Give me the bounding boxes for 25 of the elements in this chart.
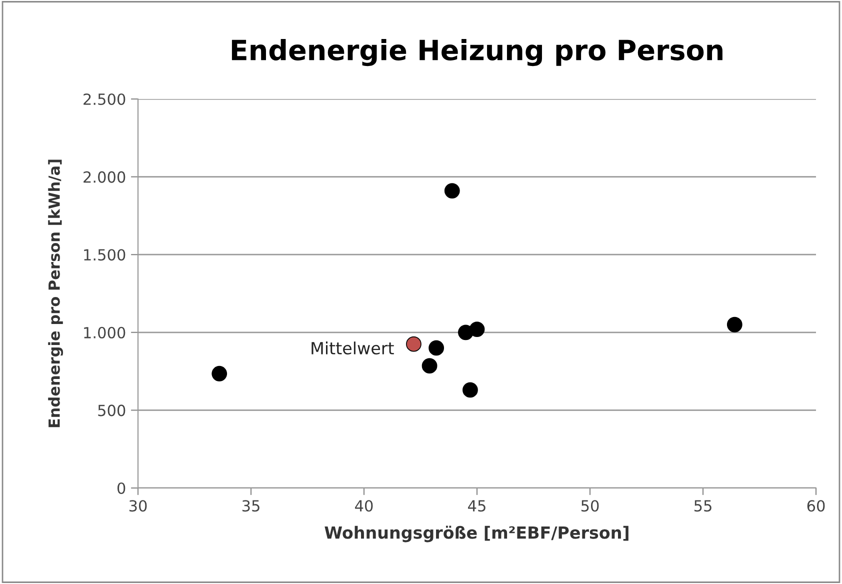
x-tick-label: 55	[694, 500, 712, 512]
x-tick-label: 35	[242, 500, 260, 512]
y-tick-label: 2.000	[84, 171, 126, 183]
point	[422, 358, 438, 374]
y-tick-label: 1.500	[84, 249, 126, 261]
y-axis-title: Endenergie pro Person [kWh/a]	[48, 160, 64, 428]
point	[726, 316, 742, 332]
chart-title: Endenergie Heizung pro Person	[232, 39, 722, 66]
x-tick-label: 60	[807, 500, 825, 512]
y-tick-label: 2.500	[84, 93, 126, 106]
y-tick-label: 500	[98, 404, 126, 416]
annotation: Mittelwert	[312, 342, 394, 354]
point	[428, 340, 444, 356]
y-tick-label: 1.000	[84, 326, 126, 338]
point	[469, 322, 485, 337]
x-axis-title: Wohnungsgröße [m²EBF/Person]	[324, 526, 628, 542]
x-tick-label: 50	[581, 500, 599, 512]
y-tick-label: 0	[117, 482, 126, 494]
x-tick-label: 30	[129, 500, 147, 512]
point	[212, 366, 228, 382]
point	[444, 183, 460, 199]
x-tick-label: 45	[468, 500, 486, 512]
point	[462, 382, 478, 398]
point	[406, 336, 422, 352]
x-tick-label: 40	[355, 500, 373, 512]
